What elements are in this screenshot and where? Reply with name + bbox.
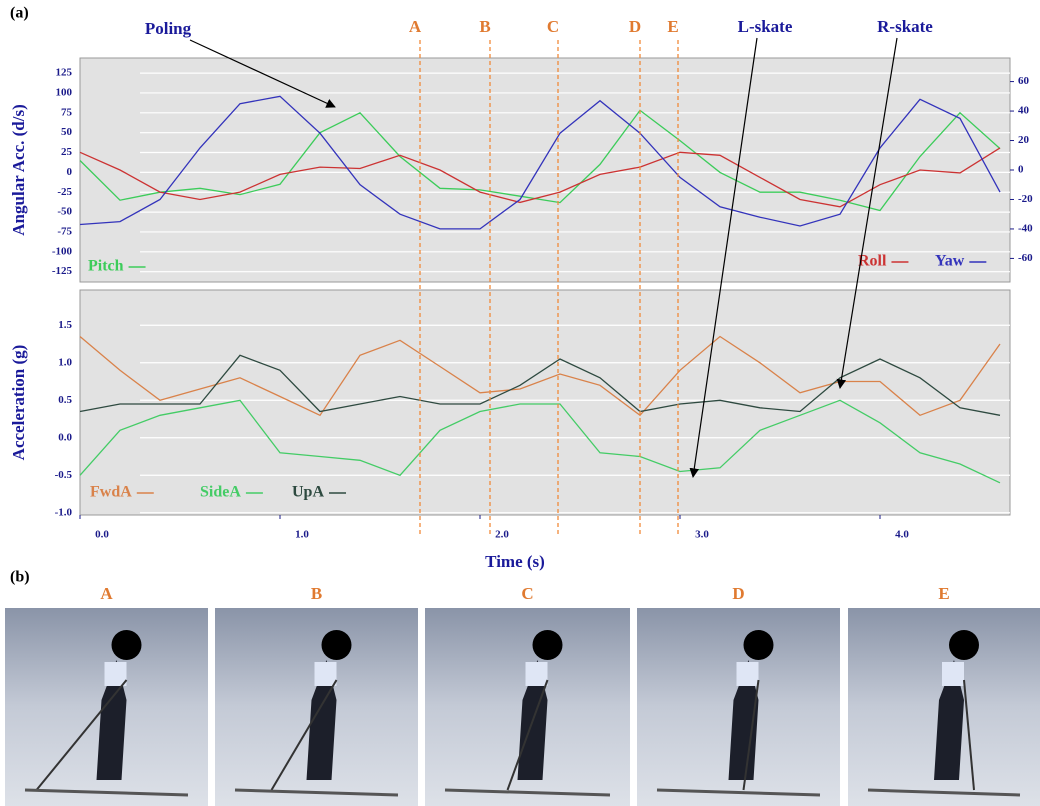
- ski: [867, 788, 1021, 797]
- photo-label: C: [521, 584, 533, 603]
- y-tick-label: -100: [52, 245, 73, 257]
- bib: [104, 662, 127, 686]
- series-line: [79, 335, 1001, 417]
- legend-label: Pitch: [88, 258, 124, 275]
- y-tick-label: 1.5: [58, 319, 72, 331]
- y-tick-label: 125: [56, 67, 73, 79]
- x-axis-label: Time (s): [485, 552, 545, 571]
- y-tick-label: 75: [61, 106, 73, 118]
- head: [743, 630, 774, 660]
- ski: [444, 788, 611, 797]
- y-tick-label: 0.5: [58, 394, 72, 406]
- annotation: Poling: [145, 19, 192, 38]
- head: [949, 630, 979, 660]
- pole: [742, 679, 760, 791]
- y-tick-label: 25: [61, 146, 73, 158]
- y-axis-label: Acceleration (g): [9, 345, 28, 461]
- annotation: R-skate: [877, 17, 933, 36]
- head: [321, 630, 352, 660]
- pole: [963, 679, 975, 791]
- y2-tick-label: -20: [1018, 193, 1033, 205]
- legend-label: Yaw: [935, 253, 965, 270]
- event-label: A: [409, 17, 422, 36]
- ski: [24, 788, 189, 797]
- y-tick-label: 50: [61, 126, 73, 138]
- skier: [934, 660, 964, 780]
- legend-label: SideA: [200, 484, 241, 501]
- pole: [506, 679, 549, 791]
- panel-label: (a): [10, 5, 29, 22]
- head: [532, 630, 563, 660]
- annotation: L-skate: [738, 17, 793, 36]
- annotation-arrow: [189, 39, 336, 108]
- pole: [270, 679, 338, 791]
- bib: [525, 662, 548, 686]
- x-tick-label: 4.0: [895, 529, 909, 541]
- plot-area: [79, 57, 1011, 283]
- bib: [942, 662, 964, 686]
- photo-label: B: [311, 584, 322, 603]
- legend-label: UpA: [292, 484, 324, 501]
- bib: [314, 662, 337, 686]
- photo-label: D: [732, 584, 744, 603]
- annotation-arrow: [836, 37, 898, 389]
- series-line: [79, 399, 1001, 484]
- event-label: D: [629, 17, 641, 36]
- y-tick-label: -50: [57, 206, 72, 218]
- x-tick-label: 1.0: [295, 529, 309, 541]
- pole: [35, 679, 128, 791]
- y-tick-label: -0.5: [55, 469, 73, 481]
- y-tick-label: -125: [52, 265, 73, 277]
- x-tick-label: 3.0: [695, 529, 709, 541]
- skier: [306, 660, 337, 780]
- annotation-arrow: [689, 37, 758, 478]
- y-tick-label: 0: [67, 166, 73, 178]
- y2-tick-label: 40: [1018, 105, 1030, 117]
- y2-tick-label: -60: [1018, 252, 1033, 264]
- ski: [656, 788, 821, 797]
- photo-label: A: [100, 584, 113, 603]
- legend-label: FwdA: [90, 484, 132, 501]
- series-line: [79, 95, 1001, 230]
- plot-area: [79, 289, 1011, 516]
- y-tick-label: 1.0: [58, 356, 72, 368]
- event-label: C: [547, 17, 559, 36]
- skier: [728, 660, 759, 780]
- panel-label: (b): [10, 569, 30, 586]
- y2-tick-label: 60: [1018, 75, 1030, 87]
- y2-tick-label: 0: [1018, 164, 1024, 176]
- y-tick-label: -75: [57, 225, 72, 237]
- legend-label: Roll: [858, 253, 887, 270]
- y2-tick-label: -40: [1018, 222, 1033, 234]
- y-tick-label: -25: [57, 186, 72, 198]
- series-line: [79, 354, 1001, 416]
- y-axis-label: Angular Acc. (d/s): [9, 104, 28, 235]
- event-label: E: [667, 17, 678, 36]
- y2-tick-label: 20: [1018, 134, 1030, 146]
- bib: [736, 662, 759, 686]
- head: [111, 630, 142, 660]
- ski: [234, 788, 399, 797]
- y-tick-label: 0.0: [58, 431, 72, 443]
- photo-label: E: [938, 584, 949, 603]
- x-tick-label: 2.0: [495, 529, 509, 541]
- y-tick-label: 100: [56, 86, 73, 98]
- event-label: B: [479, 17, 490, 36]
- x-tick-label: 0.0: [95, 529, 109, 541]
- y-tick-label: -1.0: [55, 506, 73, 518]
